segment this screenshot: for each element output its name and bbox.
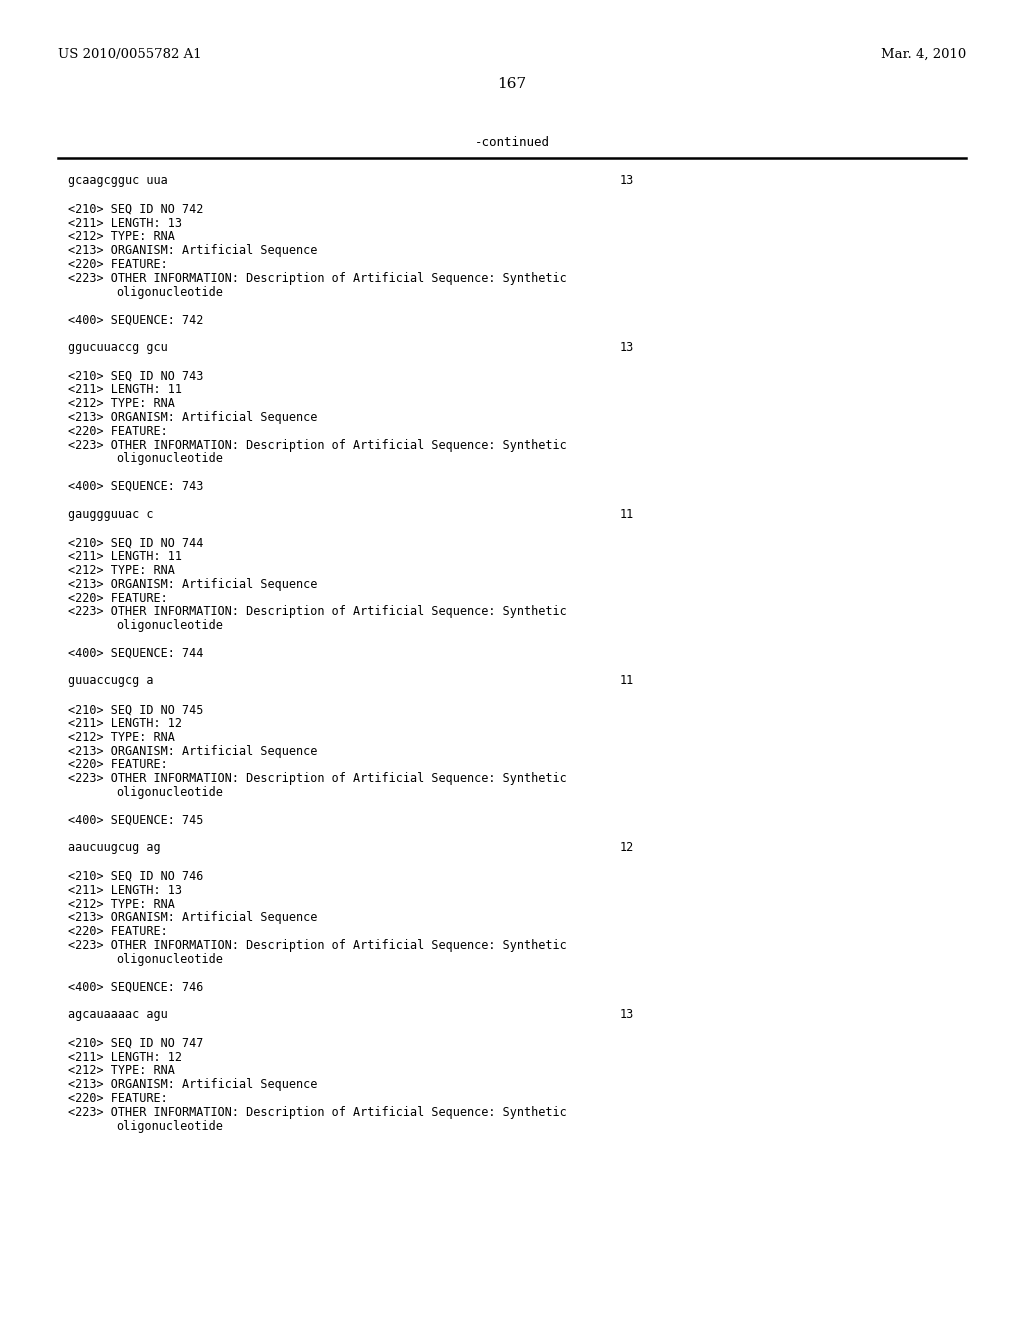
Text: <212> TYPE: RNA: <212> TYPE: RNA bbox=[68, 564, 175, 577]
Text: Mar. 4, 2010: Mar. 4, 2010 bbox=[881, 48, 966, 61]
Text: <220> FEATURE:: <220> FEATURE: bbox=[68, 257, 168, 271]
Text: 11: 11 bbox=[620, 508, 634, 520]
Text: <223> OTHER INFORMATION: Description of Artificial Sequence: Synthetic: <223> OTHER INFORMATION: Description of … bbox=[68, 772, 566, 785]
Text: <210> SEQ ID NO 743: <210> SEQ ID NO 743 bbox=[68, 370, 204, 383]
Text: oligonucleotide: oligonucleotide bbox=[116, 953, 223, 966]
Text: <211> LENGTH: 11: <211> LENGTH: 11 bbox=[68, 550, 182, 564]
Text: <210> SEQ ID NO 746: <210> SEQ ID NO 746 bbox=[68, 870, 204, 883]
Text: oligonucleotide: oligonucleotide bbox=[116, 785, 223, 799]
Text: agcauaaaac agu: agcauaaaac agu bbox=[68, 1008, 168, 1020]
Text: <400> SEQUENCE: 744: <400> SEQUENCE: 744 bbox=[68, 647, 204, 660]
Text: <212> TYPE: RNA: <212> TYPE: RNA bbox=[68, 898, 175, 911]
Text: <210> SEQ ID NO 742: <210> SEQ ID NO 742 bbox=[68, 203, 204, 215]
Text: <211> LENGTH: 13: <211> LENGTH: 13 bbox=[68, 216, 182, 230]
Text: US 2010/0055782 A1: US 2010/0055782 A1 bbox=[58, 48, 202, 61]
Text: <220> FEATURE:: <220> FEATURE: bbox=[68, 1092, 168, 1105]
Text: <223> OTHER INFORMATION: Description of Artificial Sequence: Synthetic: <223> OTHER INFORMATION: Description of … bbox=[68, 272, 566, 285]
Text: <213> ORGANISM: Artificial Sequence: <213> ORGANISM: Artificial Sequence bbox=[68, 1078, 317, 1092]
Text: 167: 167 bbox=[498, 77, 526, 91]
Text: <211> LENGTH: 11: <211> LENGTH: 11 bbox=[68, 383, 182, 396]
Text: 13: 13 bbox=[620, 341, 634, 354]
Text: -continued: -continued bbox=[474, 136, 550, 149]
Text: <213> ORGANISM: Artificial Sequence: <213> ORGANISM: Artificial Sequence bbox=[68, 411, 317, 424]
Text: <220> FEATURE:: <220> FEATURE: bbox=[68, 425, 168, 438]
Text: ggucuuaccg gcu: ggucuuaccg gcu bbox=[68, 341, 168, 354]
Text: oligonucleotide: oligonucleotide bbox=[116, 285, 223, 298]
Text: <220> FEATURE:: <220> FEATURE: bbox=[68, 591, 168, 605]
Text: <400> SEQUENCE: 745: <400> SEQUENCE: 745 bbox=[68, 813, 204, 826]
Text: <223> OTHER INFORMATION: Description of Artificial Sequence: Synthetic: <223> OTHER INFORMATION: Description of … bbox=[68, 939, 566, 952]
Text: <210> SEQ ID NO 747: <210> SEQ ID NO 747 bbox=[68, 1036, 204, 1049]
Text: oligonucleotide: oligonucleotide bbox=[116, 619, 223, 632]
Text: <213> ORGANISM: Artificial Sequence: <213> ORGANISM: Artificial Sequence bbox=[68, 244, 317, 257]
Text: <220> FEATURE:: <220> FEATURE: bbox=[68, 925, 168, 939]
Text: <220> FEATURE:: <220> FEATURE: bbox=[68, 759, 168, 771]
Text: 13: 13 bbox=[620, 174, 634, 187]
Text: <211> LENGTH: 12: <211> LENGTH: 12 bbox=[68, 717, 182, 730]
Text: <223> OTHER INFORMATION: Description of Artificial Sequence: Synthetic: <223> OTHER INFORMATION: Description of … bbox=[68, 1106, 566, 1119]
Text: 11: 11 bbox=[620, 675, 634, 688]
Text: 12: 12 bbox=[620, 841, 634, 854]
Text: 13: 13 bbox=[620, 1008, 634, 1020]
Text: <213> ORGANISM: Artificial Sequence: <213> ORGANISM: Artificial Sequence bbox=[68, 911, 317, 924]
Text: oligonucleotide: oligonucleotide bbox=[116, 1119, 223, 1133]
Text: oligonucleotide: oligonucleotide bbox=[116, 453, 223, 466]
Text: <400> SEQUENCE: 746: <400> SEQUENCE: 746 bbox=[68, 981, 204, 994]
Text: <400> SEQUENCE: 742: <400> SEQUENCE: 742 bbox=[68, 313, 204, 326]
Text: gcaagcgguc uua: gcaagcgguc uua bbox=[68, 174, 168, 187]
Text: <211> LENGTH: 13: <211> LENGTH: 13 bbox=[68, 884, 182, 896]
Text: <223> OTHER INFORMATION: Description of Artificial Sequence: Synthetic: <223> OTHER INFORMATION: Description of … bbox=[68, 606, 566, 618]
Text: <212> TYPE: RNA: <212> TYPE: RNA bbox=[68, 731, 175, 743]
Text: <223> OTHER INFORMATION: Description of Artificial Sequence: Synthetic: <223> OTHER INFORMATION: Description of … bbox=[68, 438, 566, 451]
Text: <213> ORGANISM: Artificial Sequence: <213> ORGANISM: Artificial Sequence bbox=[68, 578, 317, 591]
Text: <213> ORGANISM: Artificial Sequence: <213> ORGANISM: Artificial Sequence bbox=[68, 744, 317, 758]
Text: <212> TYPE: RNA: <212> TYPE: RNA bbox=[68, 397, 175, 411]
Text: guuaccugcg a: guuaccugcg a bbox=[68, 675, 154, 688]
Text: gauggguuac c: gauggguuac c bbox=[68, 508, 154, 520]
Text: aaucuugcug ag: aaucuugcug ag bbox=[68, 841, 161, 854]
Text: <400> SEQUENCE: 743: <400> SEQUENCE: 743 bbox=[68, 480, 204, 492]
Text: <210> SEQ ID NO 744: <210> SEQ ID NO 744 bbox=[68, 536, 204, 549]
Text: <212> TYPE: RNA: <212> TYPE: RNA bbox=[68, 231, 175, 243]
Text: <211> LENGTH: 12: <211> LENGTH: 12 bbox=[68, 1051, 182, 1064]
Text: <210> SEQ ID NO 745: <210> SEQ ID NO 745 bbox=[68, 704, 204, 717]
Text: <212> TYPE: RNA: <212> TYPE: RNA bbox=[68, 1064, 175, 1077]
